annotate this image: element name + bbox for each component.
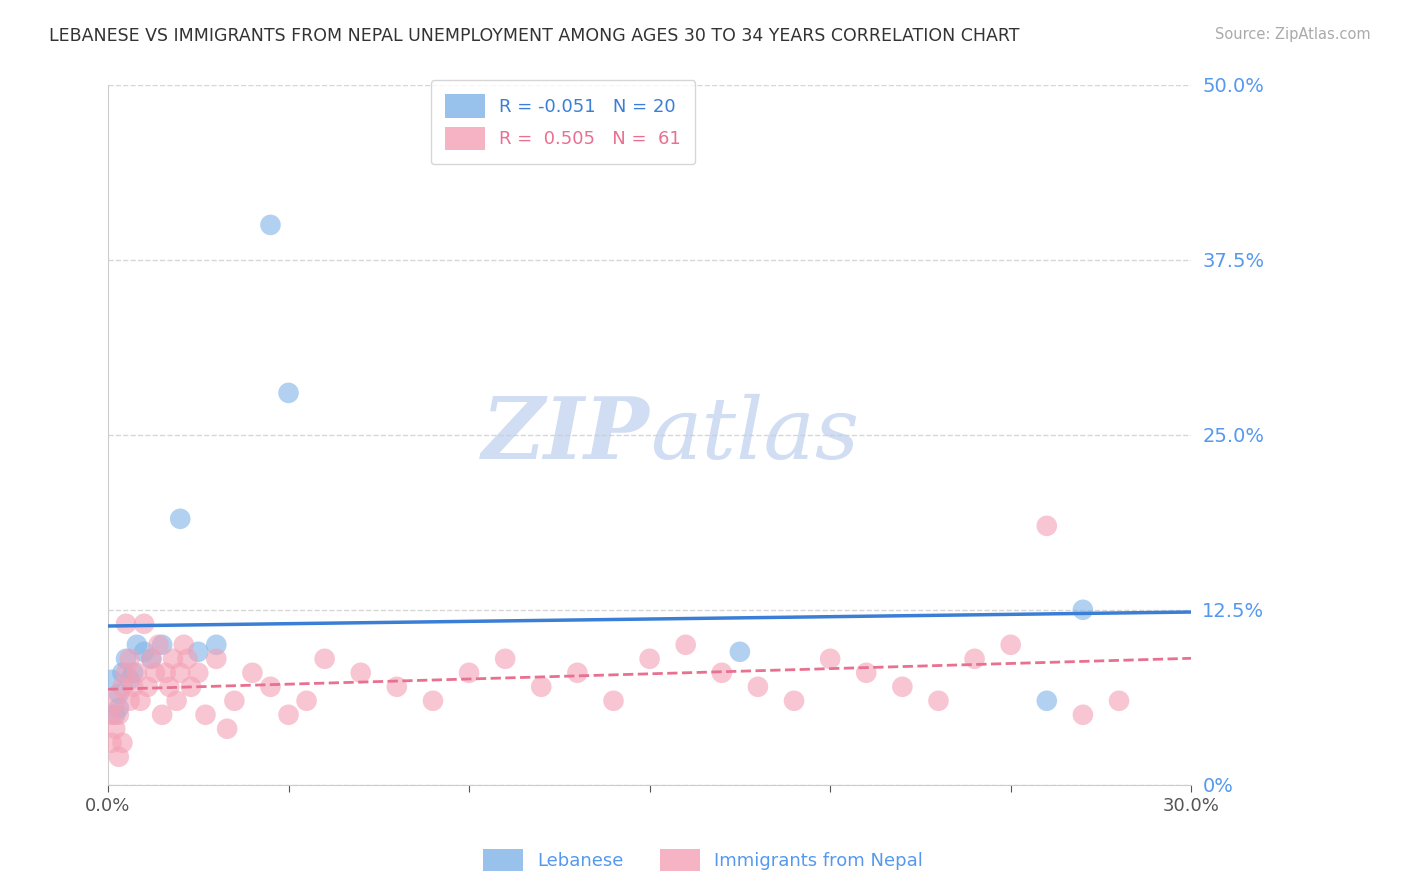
- Point: [141, 652, 163, 666]
- Point: [180, 680, 202, 694]
- Point: [818, 652, 841, 666]
- Legend: R = -0.051   N = 20, R =  0.505   N =  61: R = -0.051 N = 20, R = 0.505 N = 61: [430, 80, 696, 164]
- Point: [100, 673, 122, 687]
- Point: [675, 638, 697, 652]
- Point: [132, 616, 155, 631]
- Point: [115, 652, 138, 666]
- Point: [176, 652, 198, 666]
- Point: [100, 707, 122, 722]
- Point: [1071, 603, 1094, 617]
- Point: [108, 749, 131, 764]
- Point: [108, 707, 131, 722]
- Point: [173, 638, 195, 652]
- Text: ZIP: ZIP: [482, 393, 650, 476]
- Text: LEBANESE VS IMMIGRANTS FROM NEPAL UNEMPLOYMENT AMONG AGES 30 TO 34 YEARS CORRELA: LEBANESE VS IMMIGRANTS FROM NEPAL UNEMPL…: [49, 27, 1019, 45]
- Point: [422, 694, 444, 708]
- Point: [277, 707, 299, 722]
- Point: [205, 652, 228, 666]
- Point: [259, 680, 281, 694]
- Point: [385, 680, 408, 694]
- Point: [108, 700, 131, 714]
- Point: [638, 652, 661, 666]
- Point: [1000, 638, 1022, 652]
- Point: [187, 645, 209, 659]
- Point: [108, 687, 131, 701]
- Legend: Lebanese, Immigrants from Nepal: Lebanese, Immigrants from Nepal: [475, 842, 931, 879]
- Point: [104, 707, 127, 722]
- Point: [295, 694, 318, 708]
- Point: [155, 665, 177, 680]
- Point: [602, 694, 624, 708]
- Point: [162, 652, 184, 666]
- Point: [187, 665, 209, 680]
- Point: [314, 652, 336, 666]
- Point: [728, 645, 751, 659]
- Point: [136, 680, 159, 694]
- Point: [115, 665, 138, 680]
- Point: [1036, 694, 1059, 708]
- Point: [747, 680, 769, 694]
- Point: [150, 638, 173, 652]
- Point: [855, 665, 877, 680]
- Point: [166, 694, 188, 708]
- Point: [143, 665, 166, 680]
- Text: atlas: atlas: [650, 393, 859, 476]
- Point: [1036, 518, 1059, 533]
- Point: [157, 680, 180, 694]
- Point: [927, 694, 949, 708]
- Point: [1108, 694, 1130, 708]
- Point: [118, 694, 141, 708]
- Point: [259, 218, 281, 232]
- Point: [277, 385, 299, 400]
- Point: [111, 665, 134, 680]
- Point: [963, 652, 986, 666]
- Point: [169, 665, 191, 680]
- Point: [122, 665, 145, 680]
- Point: [710, 665, 733, 680]
- Point: [224, 694, 246, 708]
- Point: [530, 680, 553, 694]
- Point: [148, 638, 170, 652]
- Point: [1071, 707, 1094, 722]
- Point: [115, 616, 138, 631]
- Point: [111, 680, 134, 694]
- Point: [458, 665, 481, 680]
- Point: [118, 652, 141, 666]
- Point: [205, 638, 228, 652]
- Point: [125, 665, 148, 680]
- Point: [118, 673, 141, 687]
- Point: [350, 665, 373, 680]
- Point: [111, 736, 134, 750]
- Point: [104, 694, 127, 708]
- Point: [217, 722, 239, 736]
- Point: [125, 638, 148, 652]
- Point: [242, 665, 264, 680]
- Text: Source: ZipAtlas.com: Source: ZipAtlas.com: [1215, 27, 1371, 42]
- Point: [567, 665, 589, 680]
- Point: [129, 694, 152, 708]
- Point: [783, 694, 806, 708]
- Point: [100, 736, 122, 750]
- Point: [194, 707, 217, 722]
- Point: [150, 707, 173, 722]
- Point: [132, 645, 155, 659]
- Point: [122, 680, 145, 694]
- Point: [494, 652, 516, 666]
- Point: [891, 680, 914, 694]
- Point: [104, 722, 127, 736]
- Point: [141, 652, 163, 666]
- Point: [169, 512, 191, 526]
